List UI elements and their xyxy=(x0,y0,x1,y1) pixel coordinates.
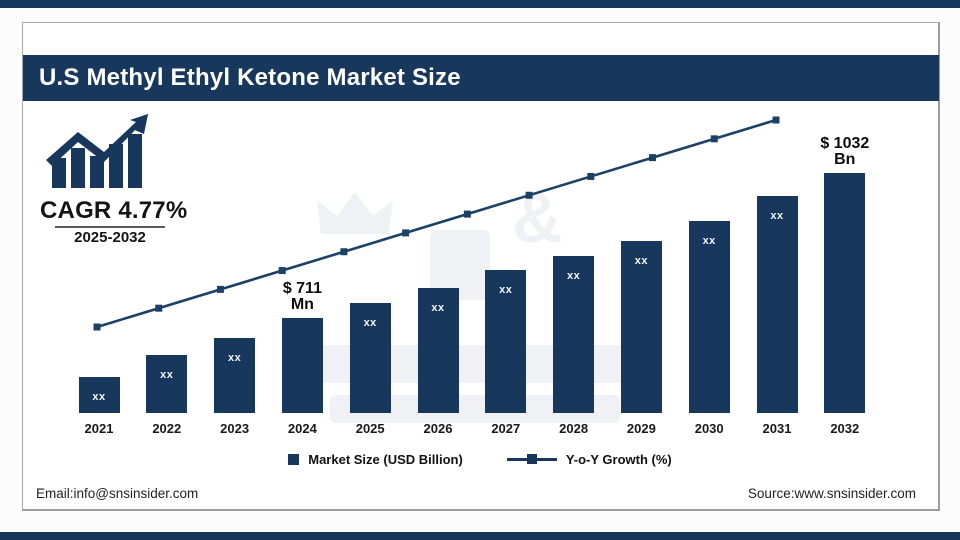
bottom-accent-strip xyxy=(0,532,960,540)
contact-email: Email:info@snsinsider.com xyxy=(36,486,199,501)
x-axis-label-2032: 2032 xyxy=(830,421,860,436)
bar-value-label: xx xyxy=(702,235,716,247)
bar-2031: xx xyxy=(756,196,798,413)
bar-2025: xx xyxy=(349,303,391,413)
bar-value-label: xx xyxy=(431,302,445,314)
x-axis-label-2024: 2024 xyxy=(287,421,317,436)
value-annotation-2032: $ 1032 Bn xyxy=(820,135,870,168)
x-axis-label-2031: 2031 xyxy=(762,421,792,436)
bar-2024 xyxy=(281,318,323,413)
x-axis-label-2029: 2029 xyxy=(626,421,656,436)
bar-2022: xx xyxy=(146,355,188,413)
x-axis-label-2027: 2027 xyxy=(491,421,521,436)
x-axis-label-2026: 2026 xyxy=(423,421,453,436)
x-axis-label-2021: 2021 xyxy=(84,421,114,436)
bar-2023: xx xyxy=(214,338,256,413)
bar-2028: xx xyxy=(553,256,595,413)
bar-2026: xx xyxy=(417,288,459,413)
x-axis-label-2028: 2028 xyxy=(559,421,589,436)
x-axis-label-2030: 2030 xyxy=(694,421,724,436)
legend-label: Market Size (USD Billion) xyxy=(308,452,463,467)
page-title: U.S Methyl Ethyl Ketone Market Size xyxy=(39,64,461,91)
source-note: Source:www.snsinsider.com xyxy=(747,486,916,501)
bar-value-label: xx xyxy=(634,255,649,267)
x-axis-label-2025: 2025 xyxy=(355,421,385,436)
bar-value-label: xx xyxy=(363,317,377,329)
legend-item-market-size: Market Size (USD Billion) xyxy=(288,452,463,467)
value-annotation-2024: $ 711 Mn xyxy=(282,280,322,313)
legend-label: Y-o-Y Growth (%) xyxy=(565,452,672,467)
bar-value-label: xx xyxy=(566,270,581,282)
top-accent-strip xyxy=(0,0,960,8)
x-axis-label-2022: 2022 xyxy=(152,421,182,436)
bar-2030: xx xyxy=(688,221,730,413)
bar-2032 xyxy=(824,173,866,413)
legend-item-growth: Y-o-Y Growth (%) xyxy=(506,452,672,467)
bar-legend-swatch-icon xyxy=(288,454,300,465)
chart-legend: Market Size (USD Billion) Y-o-Y Growth (… xyxy=(0,452,960,467)
bar-value-label: xx xyxy=(499,284,513,296)
bar-2021: xx xyxy=(78,377,120,413)
title-band: U.S Methyl Ethyl Ketone Market Size xyxy=(23,55,939,101)
bar-value-label: xx xyxy=(770,210,784,222)
bar-value-label: xx xyxy=(92,391,106,403)
x-axis-label-2023: 2023 xyxy=(220,421,250,436)
bar-2029: xx xyxy=(620,241,662,413)
bar-value-label: xx xyxy=(227,352,242,364)
bar-value-label: xx xyxy=(160,369,174,381)
bar-2027: xx xyxy=(485,270,527,413)
line-legend-swatch-icon xyxy=(506,454,557,464)
